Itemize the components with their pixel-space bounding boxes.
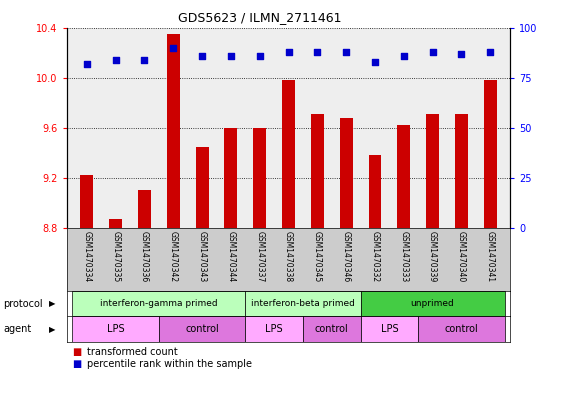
Text: GSM1470337: GSM1470337 xyxy=(255,231,264,282)
Bar xyxy=(159,316,245,342)
Text: GSM1470333: GSM1470333 xyxy=(399,231,408,282)
Text: unprimed: unprimed xyxy=(411,299,455,308)
Point xyxy=(226,52,235,59)
Bar xyxy=(253,128,266,228)
Bar xyxy=(195,147,209,228)
Bar xyxy=(245,291,361,316)
Text: interferon-beta primed: interferon-beta primed xyxy=(251,299,355,308)
Text: GSM1470344: GSM1470344 xyxy=(226,231,235,282)
Text: ▶: ▶ xyxy=(49,299,56,308)
Point xyxy=(457,50,466,57)
Text: ▶: ▶ xyxy=(49,325,56,334)
Text: LPS: LPS xyxy=(265,324,283,334)
Text: GSM1470339: GSM1470339 xyxy=(428,231,437,282)
Text: protocol: protocol xyxy=(3,299,42,309)
Point xyxy=(284,48,293,55)
Text: control: control xyxy=(315,324,349,334)
Text: percentile rank within the sample: percentile rank within the sample xyxy=(87,358,252,369)
Point xyxy=(111,57,120,63)
Point xyxy=(197,52,206,59)
Bar xyxy=(109,219,122,228)
Bar xyxy=(397,125,410,228)
Text: ■: ■ xyxy=(72,347,82,357)
Text: interferon-gamma primed: interferon-gamma primed xyxy=(100,299,218,308)
Bar xyxy=(368,155,382,228)
Text: GSM1470342: GSM1470342 xyxy=(169,231,178,282)
Bar xyxy=(72,316,159,342)
Bar xyxy=(455,114,468,228)
Text: control: control xyxy=(444,324,478,334)
Bar xyxy=(81,175,93,228)
Bar xyxy=(224,128,237,228)
Text: GSM1470340: GSM1470340 xyxy=(457,231,466,282)
Text: transformed count: transformed count xyxy=(87,347,177,357)
Text: GDS5623 / ILMN_2711461: GDS5623 / ILMN_2711461 xyxy=(178,11,341,24)
Text: GSM1470334: GSM1470334 xyxy=(82,231,92,282)
Bar xyxy=(245,316,303,342)
Bar xyxy=(311,114,324,228)
Text: agent: agent xyxy=(3,324,31,334)
Text: control: control xyxy=(185,324,219,334)
Text: ■: ■ xyxy=(72,358,82,369)
Bar xyxy=(361,291,505,316)
Text: GSM1470335: GSM1470335 xyxy=(111,231,120,282)
Point xyxy=(169,44,178,51)
Bar xyxy=(138,190,151,228)
Bar xyxy=(72,291,245,316)
Text: GSM1470345: GSM1470345 xyxy=(313,231,322,282)
Text: GSM1470343: GSM1470343 xyxy=(198,231,206,282)
Bar xyxy=(426,114,439,228)
Point xyxy=(313,48,322,55)
Point xyxy=(399,52,408,59)
Point xyxy=(485,48,495,55)
Bar xyxy=(361,316,418,342)
Point xyxy=(140,57,149,63)
Bar xyxy=(484,80,496,228)
Text: LPS: LPS xyxy=(107,324,125,334)
Text: GSM1470338: GSM1470338 xyxy=(284,231,293,282)
Point xyxy=(342,48,351,55)
Point xyxy=(428,48,437,55)
Point xyxy=(371,59,380,65)
Bar xyxy=(167,34,180,228)
Point xyxy=(255,52,264,59)
Bar xyxy=(282,80,295,228)
Text: LPS: LPS xyxy=(380,324,398,334)
Point xyxy=(82,61,92,67)
Bar xyxy=(418,316,505,342)
Text: GSM1470346: GSM1470346 xyxy=(342,231,351,282)
Text: GSM1470332: GSM1470332 xyxy=(371,231,379,282)
Bar xyxy=(340,118,353,228)
Text: GSM1470336: GSM1470336 xyxy=(140,231,149,282)
Bar xyxy=(303,316,361,342)
Text: GSM1470341: GSM1470341 xyxy=(485,231,495,282)
